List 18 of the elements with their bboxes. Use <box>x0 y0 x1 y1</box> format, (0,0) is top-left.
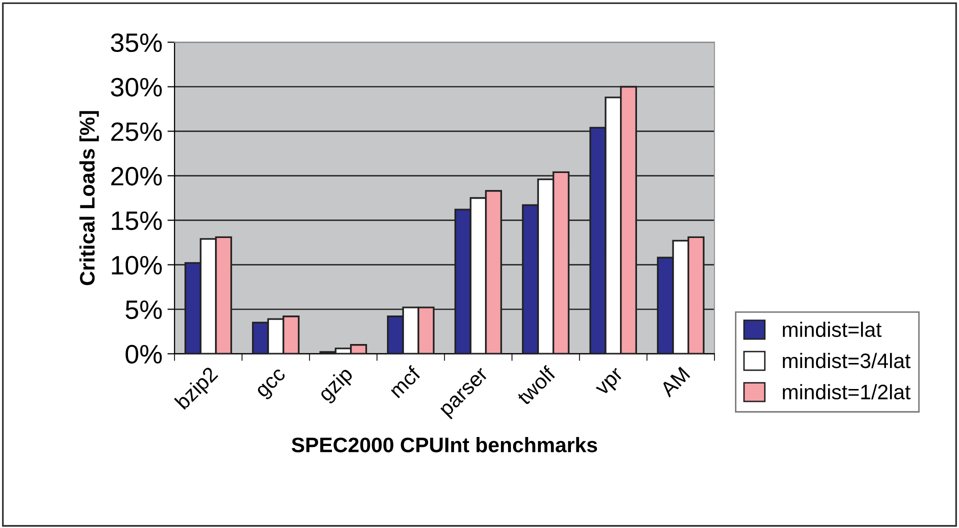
y-tick-label: 0% <box>126 344 162 364</box>
x-axis-title: SPEC2000 CPUInt benchmarks <box>292 437 598 452</box>
x-tick-label: mcf <box>388 364 422 398</box>
legend-label: mindist=3/4lat <box>782 352 910 368</box>
y-tick-label: 20% <box>111 166 162 186</box>
x-tick-label: gcc <box>256 368 290 401</box>
legend-label: mindist=1/2lat <box>782 384 910 400</box>
y-axis-title: Critical Loads [%] <box>79 111 99 286</box>
y-tick-label: 10% <box>112 256 162 275</box>
y-tick-label: 35% <box>110 33 162 52</box>
x-tick-label: vpr <box>596 368 627 400</box>
y-tick-label: 25% <box>111 122 162 142</box>
x-tick-label: gzip <box>316 365 356 406</box>
y-tick-label: 30% <box>110 78 162 97</box>
y-tick-label: 15% <box>112 212 162 230</box>
x-tick-label: AM <box>659 366 690 398</box>
y-tick-label: 5% <box>126 300 162 320</box>
legend-label: mindist=lat <box>782 322 882 338</box>
